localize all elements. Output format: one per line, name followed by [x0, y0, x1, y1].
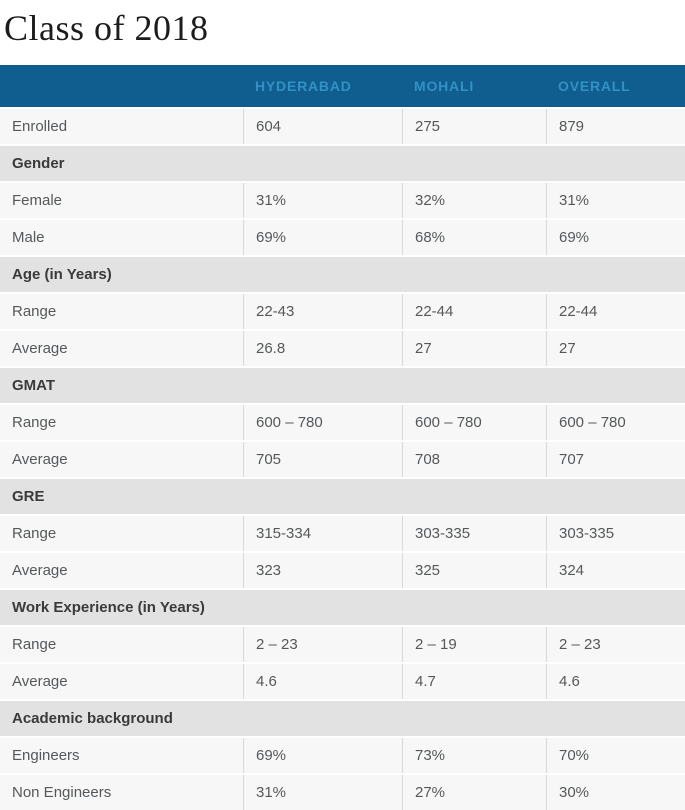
table-row-gre-range: Range 315-334 303-335 303-335 [0, 516, 685, 551]
cell-mohali: 708 [402, 442, 546, 477]
section-label: Work Experience (in Years) [0, 590, 685, 625]
cell-hyderabad: 315-334 [243, 516, 402, 551]
cell-hyderabad: 705 [243, 442, 402, 477]
section-row-age: Age (in Years) [0, 257, 685, 292]
section-row-gender: Gender [0, 146, 685, 181]
cell-mohali: 325 [402, 553, 546, 588]
row-label: Range [0, 405, 243, 440]
section-row-gmat: GMAT [0, 368, 685, 403]
cell-overall: 69% [546, 220, 685, 255]
cell-overall: 30% [546, 775, 685, 810]
table-row-female: Female 31% 32% 31% [0, 183, 685, 218]
cell-hyderabad: 69% [243, 220, 402, 255]
column-header-blank [0, 65, 243, 107]
row-label: Non Engineers [0, 775, 243, 810]
row-label: Enrolled [0, 109, 243, 144]
class-statistics-table: HYDERABAD MOHALI OVERALL Enrolled 604 27… [0, 63, 685, 810]
cell-hyderabad: 600 – 780 [243, 405, 402, 440]
table-row-age-average: Average 26.8 27 27 [0, 331, 685, 366]
cell-hyderabad: 4.6 [243, 664, 402, 699]
cell-hyderabad: 31% [243, 775, 402, 810]
cell-mohali: 2 – 19 [402, 627, 546, 662]
table-row-work-average: Average 4.6 4.7 4.6 [0, 664, 685, 699]
cell-overall: 27 [546, 331, 685, 366]
row-label: Range [0, 627, 243, 662]
cell-hyderabad: 2 – 23 [243, 627, 402, 662]
table-header-row: HYDERABAD MOHALI OVERALL [0, 65, 685, 107]
table-row-gmat-average: Average 705 708 707 [0, 442, 685, 477]
row-label: Average [0, 553, 243, 588]
section-label: GMAT [0, 368, 685, 403]
section-row-work-experience: Work Experience (in Years) [0, 590, 685, 625]
row-label: Female [0, 183, 243, 218]
row-label: Average [0, 442, 243, 477]
cell-overall: 22-44 [546, 294, 685, 329]
cell-hyderabad: 323 [243, 553, 402, 588]
column-header-hyderabad: HYDERABAD [243, 65, 402, 107]
row-label: Range [0, 516, 243, 551]
cell-overall: 879 [546, 109, 685, 144]
cell-mohali: 22-44 [402, 294, 546, 329]
cell-overall: 303-335 [546, 516, 685, 551]
cell-hyderabad: 31% [243, 183, 402, 218]
cell-overall: 707 [546, 442, 685, 477]
column-header-mohali: MOHALI [402, 65, 546, 107]
section-row-gre: GRE [0, 479, 685, 514]
cell-mohali: 303-335 [402, 516, 546, 551]
cell-overall: 4.6 [546, 664, 685, 699]
table-row-work-range: Range 2 – 23 2 – 19 2 – 23 [0, 627, 685, 662]
section-label: Age (in Years) [0, 257, 685, 292]
table-row-gmat-range: Range 600 – 780 600 – 780 600 – 780 [0, 405, 685, 440]
cell-overall: 600 – 780 [546, 405, 685, 440]
cell-hyderabad: 22-43 [243, 294, 402, 329]
section-label: GRE [0, 479, 685, 514]
cell-mohali: 32% [402, 183, 546, 218]
section-label: Gender [0, 146, 685, 181]
cell-mohali: 27% [402, 775, 546, 810]
page-title: Class of 2018 [4, 8, 209, 48]
row-label: Engineers [0, 738, 243, 773]
cell-hyderabad: 26.8 [243, 331, 402, 366]
table-row-male: Male 69% 68% 69% [0, 220, 685, 255]
cell-mohali: 73% [402, 738, 546, 773]
table-row-enrolled: Enrolled 604 275 879 [0, 109, 685, 144]
cell-overall: 31% [546, 183, 685, 218]
cell-overall: 70% [546, 738, 685, 773]
column-header-overall: OVERALL [546, 65, 685, 107]
table-row-gre-average: Average 323 325 324 [0, 553, 685, 588]
row-label: Male [0, 220, 243, 255]
cell-mohali: 68% [402, 220, 546, 255]
section-row-academic-background: Academic background [0, 701, 685, 736]
table-row-engineers: Engineers 69% 73% 70% [0, 738, 685, 773]
table-row-age-range: Range 22-43 22-44 22-44 [0, 294, 685, 329]
cell-overall: 324 [546, 553, 685, 588]
table-row-non-engineers: Non Engineers 31% 27% 30% [0, 775, 685, 810]
row-label: Average [0, 664, 243, 699]
cell-mohali: 27 [402, 331, 546, 366]
cell-hyderabad: 604 [243, 109, 402, 144]
cell-hyderabad: 69% [243, 738, 402, 773]
cell-mohali: 600 – 780 [402, 405, 546, 440]
cell-mohali: 4.7 [402, 664, 546, 699]
row-label: Average [0, 331, 243, 366]
cell-overall: 2 – 23 [546, 627, 685, 662]
row-label: Range [0, 294, 243, 329]
cell-mohali: 275 [402, 109, 546, 144]
section-label: Academic background [0, 701, 685, 736]
